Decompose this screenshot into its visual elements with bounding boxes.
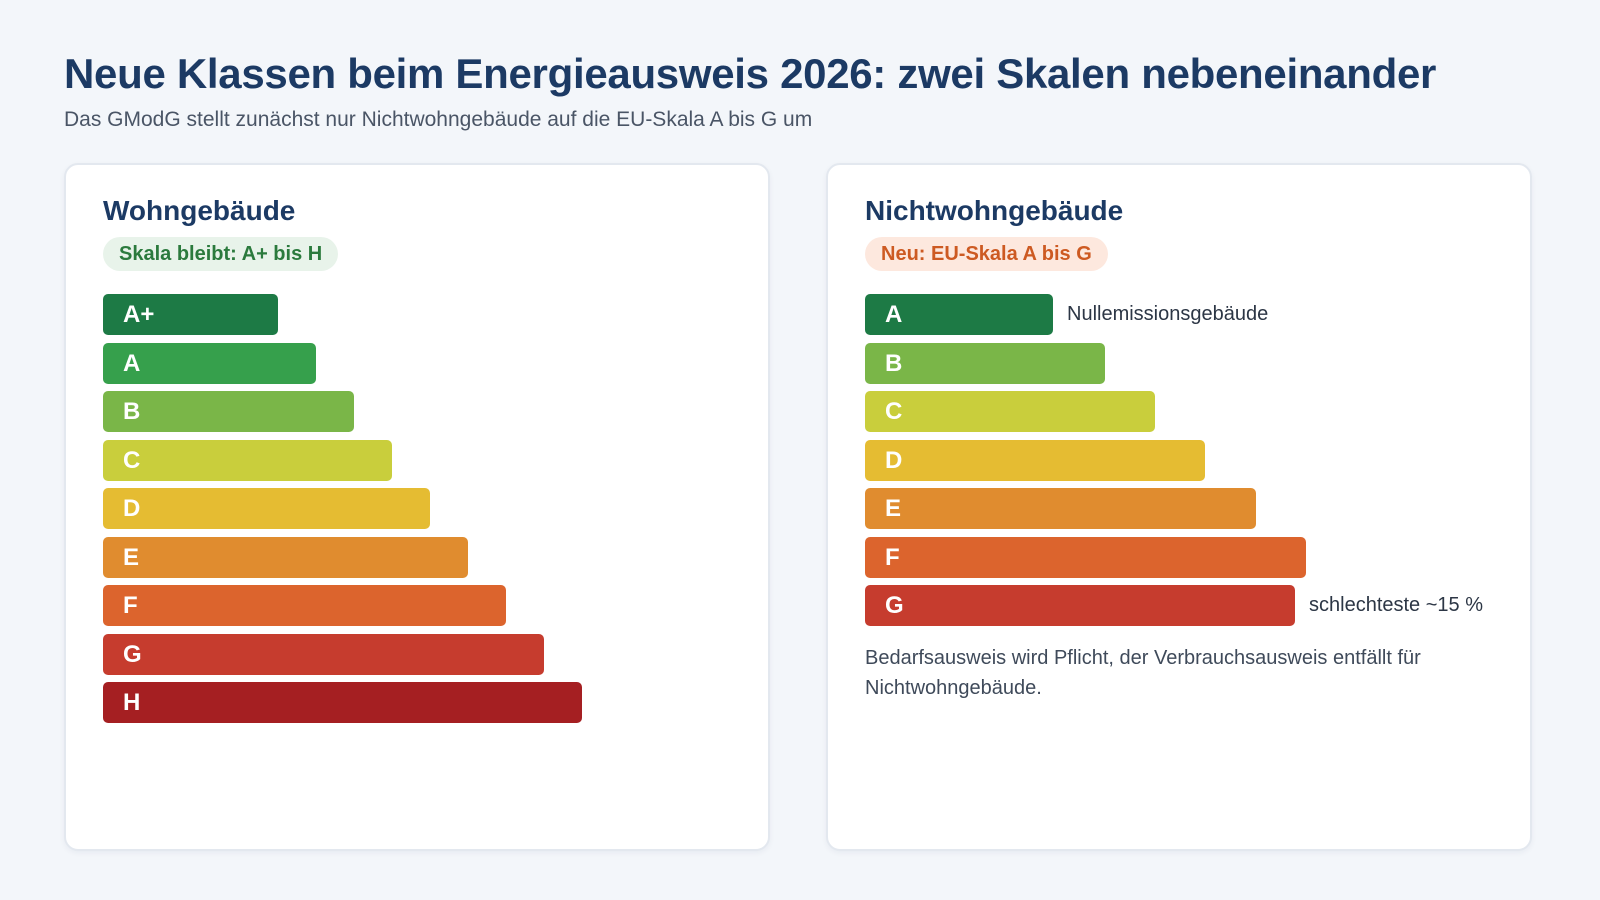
page-subtitle: Das GModG stellt zunächst nur Nichtwohng…: [64, 108, 813, 131]
residential-scale-badge: Skala bleibt: A+ bis H: [103, 237, 339, 271]
energy-class-bar-e: E: [103, 536, 468, 578]
energy-class-bar-d: D: [103, 488, 430, 529]
energy-class-bar-b: B: [103, 391, 354, 432]
energy-class-bar-b: B: [865, 342, 1105, 384]
page-title: Neue Klassen beim Energieausweis 2026: z…: [64, 50, 1437, 97]
non-residential-panel: Nichtwohngebäude Neu: EU-Skala A bis G A…: [826, 163, 1532, 851]
energy-class-bar-a: A: [865, 294, 1053, 335]
energy-class-bar-g: G: [865, 585, 1295, 626]
non-residential-scale-badge: Neu: EU-Skala A bis G: [865, 237, 1108, 271]
energy-class-bar-h: H: [103, 682, 582, 723]
energy-class-bar-d: D: [865, 439, 1205, 481]
energy-class-note-g: schlechteste ~15 %: [1309, 594, 1483, 616]
non-residential-footnote: Bedarfsausweis wird Pflicht, der Verbrau…: [865, 647, 1421, 699]
energy-class-bar-a-plus: A+: [103, 294, 278, 335]
energy-class-note-a: Nullemissionsgebäude: [1067, 303, 1269, 325]
energy-class-bar-a: A: [103, 342, 316, 384]
residential-panel: Wohngebäude Skala bleibt: A+ bis H A+ A B C…: [64, 163, 770, 851]
residential-panel-title: Wohngebäude: [103, 195, 296, 226]
energy-class-bar-c: C: [103, 439, 392, 481]
energy-class-bar-g: G: [103, 633, 544, 675]
energy-class-bar-e: E: [865, 488, 1256, 529]
non-residential-panel-title: Nichtwohngebäude: [865, 195, 1124, 226]
energy-class-bar-f: F: [103, 585, 506, 626]
energy-class-bar-c: C: [865, 391, 1155, 432]
energy-class-bar-f: F: [865, 536, 1306, 578]
